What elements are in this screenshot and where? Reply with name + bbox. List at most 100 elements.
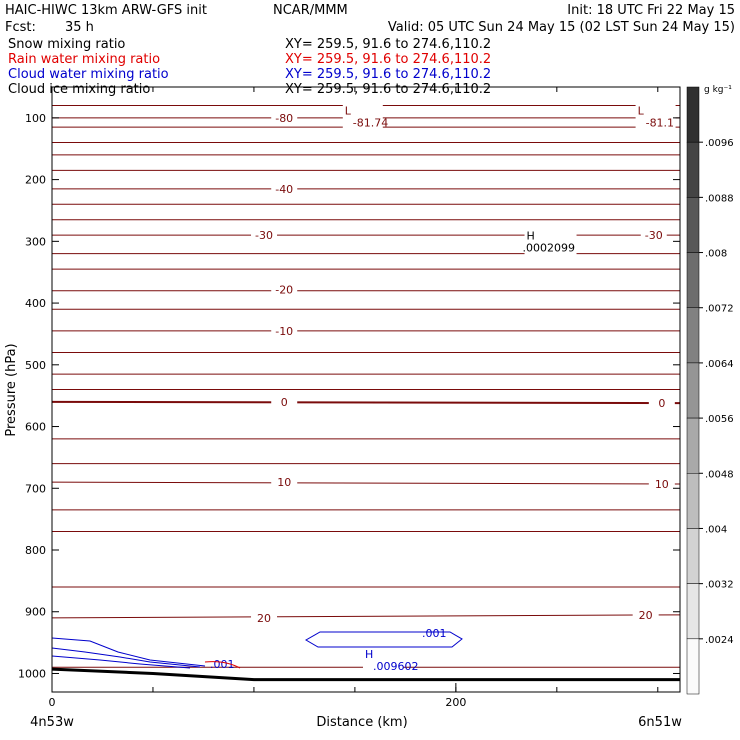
terrain-surface-line [51, 667, 680, 682]
model-title: HAIC-HIWC 13km ARW-GFS init [5, 3, 207, 18]
rain-water-contour [204, 661, 241, 669]
x-endpoint-left: 4n53w [30, 715, 74, 730]
contour-label-bg [271, 283, 298, 296]
extremum-marker: H [365, 648, 373, 661]
cloud-water-label: .001 [422, 627, 447, 640]
cloud-water-h-contour [305, 631, 463, 648]
x-endpoint-right: 6n51w [638, 715, 682, 730]
legend-rain-name: Rain water mixing ratio [8, 52, 160, 67]
y-axis-label: Pressure (hPa) [4, 343, 19, 436]
valid-time: Valid: 05 UTC Sun 24 May 15 (02 LST Sun … [388, 20, 735, 35]
y-tick-label: 800 [25, 544, 46, 557]
colorbar-swatch [686, 307, 700, 364]
colorbar-tick-label: .0024 [705, 635, 734, 646]
colorbar-tick-label: .008 [705, 249, 727, 260]
colorbar-swatch [686, 583, 700, 640]
contour-label: 0 [281, 396, 288, 409]
contour-label-bg [251, 229, 278, 242]
extremum-value: -81.74 [353, 117, 388, 130]
temperature-contour-20 [51, 614, 681, 619]
y-tick-label: 300 [25, 235, 46, 248]
y-tick-label: 700 [25, 482, 46, 495]
cloud-water-contours [51, 631, 463, 669]
plot-frame [51, 86, 681, 693]
y-tick-label: 500 [25, 359, 46, 372]
colorbar: .0096 .0088 .008 .0072 .0064 .0056 .0048 .004 .0… [686, 86, 734, 695]
x-tick-label: 0 [49, 696, 56, 709]
legend-cloudwater-xy: XY= 259.5, 91.6 to 274.6,110.2 [285, 67, 491, 82]
temperature-contour-10 [51, 481, 681, 485]
colorbar-swatch [686, 197, 700, 253]
contour-label-bg [271, 324, 298, 337]
contour-label-bg [271, 111, 298, 124]
x-axis-label: Distance (km) [316, 715, 407, 730]
legend-cloudice-name: Cloud ice mixing ratio [8, 82, 150, 97]
fcst-label: Fcst: [5, 20, 36, 35]
y-tick-label: 900 [25, 606, 46, 619]
colorbar-tick-label: .0032 [705, 580, 734, 591]
contour-label: -40 [275, 183, 293, 196]
y-tick-label: 200 [25, 174, 46, 187]
colorbar-swatch [686, 362, 700, 419]
org-label: NCAR/MMM [273, 3, 348, 18]
extremum-bg [524, 229, 577, 256]
extremum-marker: L [345, 105, 352, 118]
colorbar-swatch [686, 86, 700, 143]
cloud-water-contour [51, 655, 191, 669]
contour-label-bg [648, 397, 675, 410]
colorbar-swatch [686, 141, 700, 198]
contour-label: -30 [645, 229, 663, 242]
contour-label: 0 [658, 397, 665, 410]
colorbar-swatch [686, 417, 700, 474]
contour-label: 20 [639, 609, 653, 622]
colorbar-swatch [686, 252, 700, 308]
colorbar-swatch [686, 473, 700, 529]
y-tick-label: 1000 [18, 667, 46, 680]
extremum-bg [362, 647, 403, 674]
contour-label: -10 [275, 325, 293, 338]
colorbar-swatch [686, 528, 700, 584]
legend-rain-xy: XY= 259.5, 91.6 to 274.6,110.2 [285, 52, 491, 67]
y-tick-label: 100 [25, 112, 46, 125]
y-tick-label: 600 [25, 421, 46, 434]
legend-cloudice-xy: XY= 259.5, 91.6 to 274.6,110.2 [285, 82, 491, 97]
colorbar-tick-label: .0088 [705, 193, 734, 204]
y-tick-label: 400 [25, 297, 46, 310]
contour-label: -80 [275, 112, 293, 125]
temperature-contours [51, 105, 681, 668]
contour-label: 10 [277, 476, 291, 489]
colorbar-tick-label: .0048 [705, 469, 734, 480]
contour-label: 10 [655, 478, 669, 491]
contour-label-bg [632, 608, 659, 621]
extremum-bg [342, 104, 383, 131]
contour-label-bg [271, 476, 298, 489]
extremum-value: -81.1 [646, 117, 674, 130]
cloud-water-contour [51, 637, 206, 667]
temperature-contour-0 [51, 400, 681, 405]
init-time: Init: 18 UTC Fri 22 May 15 [567, 3, 735, 18]
fcst-value: 35 h [65, 20, 94, 35]
x-tick-label: 200 [445, 696, 466, 709]
colorbar-swatch [686, 638, 700, 695]
colorbar-tick-label: .004 [705, 524, 727, 535]
legend-snow-name: Snow mixing ratio [8, 37, 125, 52]
colorbar-unit: g kg⁻¹ [704, 85, 732, 95]
extremum-marker: L [638, 105, 645, 118]
contour-label-bg [271, 182, 298, 195]
contour-label: -20 [275, 283, 293, 296]
contour-label-bg [251, 611, 278, 624]
colorbar-tick-label: .0072 [705, 304, 734, 315]
contour-label-bg [640, 229, 667, 242]
legend-cloudwater-name: Cloud water mixing ratio [8, 67, 169, 82]
contour-label: -30 [255, 229, 273, 242]
colorbar-tick-label: .0056 [705, 414, 734, 425]
legend-snow-xy: XY= 259.5, 91.6 to 274.6,110.2 [285, 37, 491, 52]
colorbar-tick-label: .0096 [705, 138, 734, 149]
extremum-marker: H [527, 229, 535, 242]
extremum-value: .0002099 [523, 241, 576, 254]
contour-label-bg [648, 477, 675, 490]
extremum-value: .009602 [373, 660, 419, 673]
